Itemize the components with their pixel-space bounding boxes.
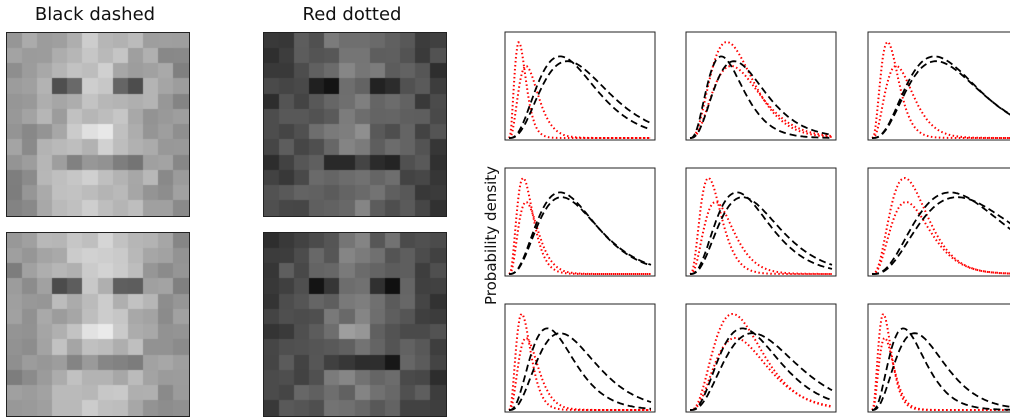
black-dashed-curve-r0-c1-0 [689, 55, 832, 139]
black-dashed-curve-r0-c1-1 [690, 60, 833, 139]
panel-frame-r1-c1 [685, 167, 837, 277]
panel-frame-r0-c0 [504, 31, 656, 141]
black-dashed-curve-r1-c0-0 [509, 191, 652, 275]
black-dashed-curve-r2-c0-0 [509, 327, 652, 411]
face-image-black-bottom [6, 232, 190, 417]
red-dotted-curve-r2-c0-1 [508, 337, 651, 411]
red-dotted-curve-r1-c1-1 [689, 200, 832, 275]
black-dashed-curve-r2-c2-0 [871, 327, 1010, 411]
black-dashed-curve-r1-c1-0 [690, 191, 833, 275]
panel-frame-r2-c2 [867, 303, 1010, 413]
face-image-red-top [263, 32, 447, 217]
red-dotted-curve-r2-c1-0 [690, 312, 833, 411]
black-dashed-curve-r2-c2-1 [872, 332, 1010, 411]
black-dashed-curve-r1-c2-1 [872, 196, 1010, 275]
black-dashed-curve-r0-c2-1 [872, 60, 1010, 139]
panel-frame-r1-c2 [867, 167, 1010, 277]
face-image-black-top [6, 32, 190, 217]
red-dotted-curve-r2-c2-1 [871, 336, 1010, 411]
black-dashed-curve-r2-c0-1 [509, 332, 652, 411]
panel-frame-r0-c2 [867, 31, 1010, 141]
red-dotted-curve-r1-c2-0 [871, 176, 1010, 275]
face-image-red-bottom [263, 232, 447, 417]
red-dotted-curve-r0-c2-0 [871, 40, 1010, 139]
black-dashed-curve-r2-c1-1 [690, 332, 833, 411]
title-red-dotted: Red dotted [302, 4, 402, 25]
panel-frame-r2-c1 [685, 303, 837, 413]
black-dashed-curve-r0-c0-1 [509, 60, 652, 139]
black-dashed-curve-r1-c2-0 [872, 191, 1010, 275]
red-dotted-curve-r0-c0-1 [508, 65, 651, 139]
black-dashed-curve-r2-c1-0 [690, 327, 833, 411]
black-dashed-curve-r1-c0-1 [509, 196, 652, 275]
black-dashed-curve-r0-c2-0 [872, 55, 1010, 139]
black-dashed-curve-r0-c0-0 [509, 55, 652, 139]
red-dotted-curve-r1-c0-1 [508, 201, 651, 275]
y-axis-label: Probability density [482, 165, 500, 305]
title-black-dashed: Black dashed [34, 4, 156, 25]
panel-frame-r0-c1 [685, 31, 837, 141]
panel-frame-r1-c0 [504, 167, 656, 277]
black-dashed-curve-r1-c1-1 [690, 196, 833, 275]
